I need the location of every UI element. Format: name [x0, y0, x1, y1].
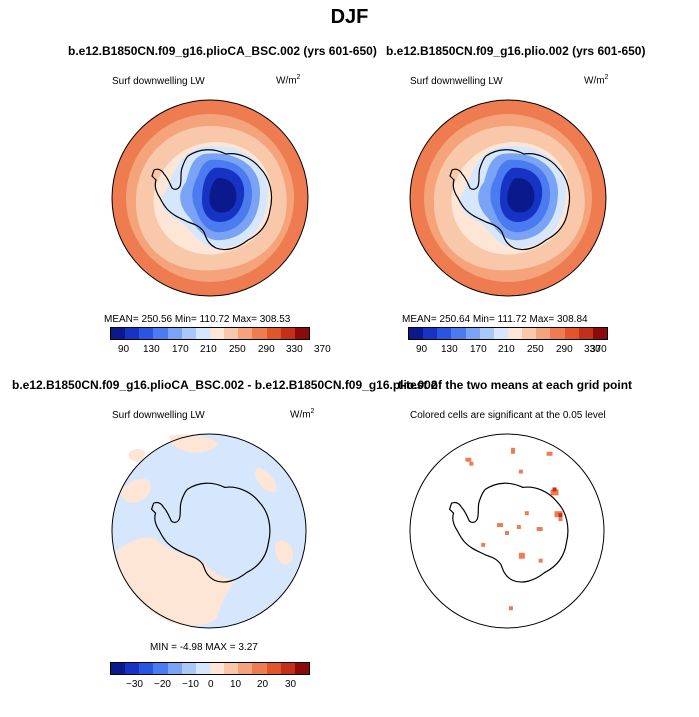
panel4-map [409, 433, 605, 629]
panel3-units: W/m2 [290, 408, 315, 421]
panel1-colorbar [110, 327, 310, 340]
panel1-title: b.e12.B1850CN.f09_g16.plioCA_BSC.002 (yr… [68, 44, 377, 58]
panel1-variable: Surf downwelling LW [112, 76, 205, 87]
panel1-map [111, 99, 309, 297]
panel2-title: b.e12.B1850CN.f09_g16.plio.002 (yrs 601-… [386, 44, 646, 58]
panel2-map [409, 99, 607, 297]
panel3-variable: Surf downwelling LW [112, 410, 205, 421]
panel2-variable: Surf downwelling LW [410, 76, 503, 87]
panel3-title: b.e12.B1850CN.f09_g16.plioCA_BSC.002 - b… [12, 378, 438, 392]
panel3-stats: MIN = -4.98 MAX = 3.27 [150, 642, 258, 653]
panel1-units: W/m2 [276, 74, 301, 87]
panel2-units: W/m2 [584, 74, 609, 87]
page-title: DJF [330, 6, 369, 28]
panel1-stats: MEAN= 250.56 Min= 110.72 Max= 308.53 [104, 314, 291, 325]
panel2-colorbar [408, 327, 608, 340]
panel3-map [111, 433, 307, 629]
panel3-colorbar [110, 662, 310, 675]
panel2-stats: MEAN= 250.64 Min= 111.72 Max= 308.84 [402, 314, 588, 325]
panel4-title: t-test of the two means at each grid poi… [398, 378, 633, 392]
panel4-note: Colored cells are significant at the 0.0… [410, 410, 606, 421]
